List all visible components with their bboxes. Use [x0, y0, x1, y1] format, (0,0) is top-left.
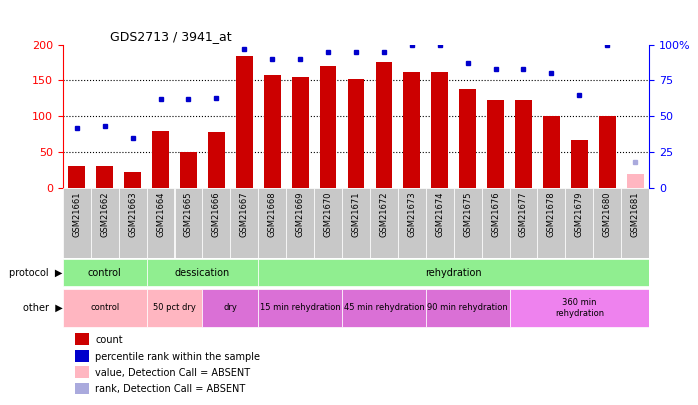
Bar: [510, 188, 537, 258]
Text: GSM21670: GSM21670: [324, 191, 332, 237]
Text: GSM21666: GSM21666: [212, 191, 221, 237]
Bar: [63, 259, 147, 286]
Bar: [75, 367, 89, 378]
Text: GSM21680: GSM21680: [603, 191, 611, 237]
Bar: [286, 188, 314, 258]
Bar: [459, 89, 476, 188]
Bar: [147, 188, 174, 258]
Text: GSM21674: GSM21674: [436, 191, 444, 237]
Bar: [599, 116, 616, 188]
Bar: [124, 172, 141, 188]
Text: 90 min rehydration: 90 min rehydration: [427, 303, 508, 312]
Text: percentile rank within the sample: percentile rank within the sample: [95, 352, 260, 362]
Bar: [63, 188, 91, 258]
Text: GSM21662: GSM21662: [101, 191, 109, 237]
Bar: [75, 333, 89, 345]
Text: GSM21669: GSM21669: [296, 191, 304, 237]
Bar: [342, 188, 370, 258]
Bar: [174, 188, 202, 258]
Bar: [202, 188, 230, 258]
Text: rehydration: rehydration: [425, 268, 482, 278]
Bar: [627, 173, 644, 188]
Bar: [348, 79, 364, 188]
Text: GDS2713 / 3941_at: GDS2713 / 3941_at: [110, 30, 231, 43]
Bar: [398, 188, 426, 258]
Text: GSM21679: GSM21679: [575, 191, 584, 237]
Text: rank, Detection Call = ABSENT: rank, Detection Call = ABSENT: [95, 384, 245, 394]
Text: GSM21667: GSM21667: [240, 191, 248, 237]
Bar: [571, 140, 588, 188]
Bar: [236, 56, 253, 188]
Text: 15 min rehydration: 15 min rehydration: [260, 303, 341, 312]
Text: 50 pct dry: 50 pct dry: [153, 303, 196, 312]
Text: GSM21665: GSM21665: [184, 191, 193, 237]
Bar: [454, 188, 482, 258]
Bar: [426, 289, 510, 327]
Text: GSM21681: GSM21681: [631, 191, 639, 237]
Bar: [258, 188, 286, 258]
Bar: [314, 188, 342, 258]
Text: GSM21678: GSM21678: [547, 191, 556, 237]
Bar: [482, 188, 510, 258]
Text: control: control: [90, 303, 119, 312]
Bar: [75, 350, 89, 362]
Bar: [565, 188, 593, 258]
Bar: [258, 259, 649, 286]
Text: 45 min rehydration: 45 min rehydration: [343, 303, 424, 312]
Bar: [292, 77, 309, 188]
Bar: [202, 289, 258, 327]
Bar: [543, 116, 560, 188]
Text: 360 min
rehydration: 360 min rehydration: [555, 298, 604, 318]
Text: dry: dry: [223, 303, 237, 312]
Bar: [593, 188, 621, 258]
Text: GSM21675: GSM21675: [463, 191, 472, 237]
Text: GSM21677: GSM21677: [519, 191, 528, 237]
Text: GSM21661: GSM21661: [73, 191, 81, 237]
Text: GSM21668: GSM21668: [268, 191, 276, 237]
Bar: [426, 188, 454, 258]
Bar: [152, 130, 169, 188]
Bar: [147, 289, 202, 327]
Bar: [342, 289, 426, 327]
Bar: [208, 132, 225, 188]
Bar: [376, 62, 392, 188]
Bar: [180, 152, 197, 188]
Text: GSM21673: GSM21673: [408, 191, 416, 237]
Text: protocol  ▶: protocol ▶: [9, 268, 63, 278]
Text: dessication: dessication: [174, 268, 230, 278]
Text: count: count: [95, 335, 123, 345]
Bar: [510, 289, 649, 327]
Bar: [431, 72, 448, 188]
Bar: [68, 166, 85, 188]
Bar: [370, 188, 398, 258]
Bar: [403, 72, 420, 188]
Bar: [230, 188, 258, 258]
Text: GSM21672: GSM21672: [380, 191, 388, 237]
Bar: [119, 188, 147, 258]
Text: GSM21663: GSM21663: [128, 191, 137, 237]
Bar: [96, 166, 113, 188]
Text: value, Detection Call = ABSENT: value, Detection Call = ABSENT: [95, 368, 250, 378]
Bar: [515, 100, 532, 188]
Bar: [75, 383, 89, 394]
Bar: [537, 188, 565, 258]
Text: GSM21671: GSM21671: [352, 191, 360, 237]
Text: GSM21676: GSM21676: [491, 191, 500, 237]
Bar: [91, 188, 119, 258]
Bar: [621, 188, 649, 258]
Text: other  ▶: other ▶: [23, 303, 63, 313]
Text: control: control: [88, 268, 121, 278]
Bar: [63, 289, 147, 327]
Bar: [258, 289, 342, 327]
Bar: [320, 66, 336, 188]
Bar: [264, 75, 281, 188]
Bar: [147, 259, 258, 286]
Text: GSM21664: GSM21664: [156, 191, 165, 237]
Bar: [487, 100, 504, 188]
